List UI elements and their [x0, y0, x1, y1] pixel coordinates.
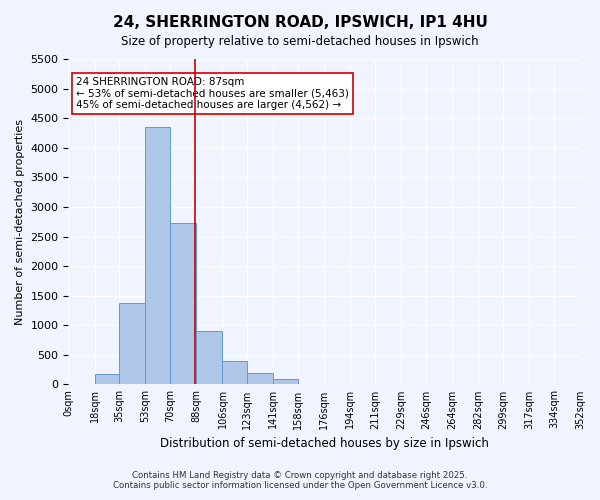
Y-axis label: Number of semi-detached properties: Number of semi-detached properties [15, 118, 25, 324]
Bar [223, 361, 247, 384]
Bar [274, 379, 298, 384]
Bar [170, 224, 196, 384]
Bar [247, 373, 274, 384]
X-axis label: Distribution of semi-detached houses by size in Ipswich: Distribution of semi-detached houses by … [160, 437, 488, 450]
Bar [145, 127, 170, 384]
Bar [95, 374, 119, 384]
Text: 24, SHERRINGTON ROAD, IPSWICH, IP1 4HU: 24, SHERRINGTON ROAD, IPSWICH, IP1 4HU [113, 15, 487, 30]
Text: Contains HM Land Registry data © Crown copyright and database right 2025.
Contai: Contains HM Land Registry data © Crown c… [113, 470, 487, 490]
Text: 24 SHERRINGTON ROAD: 87sqm
← 53% of semi-detached houses are smaller (5,463)
45%: 24 SHERRINGTON ROAD: 87sqm ← 53% of semi… [76, 77, 349, 110]
Text: Size of property relative to semi-detached houses in Ipswich: Size of property relative to semi-detach… [121, 35, 479, 48]
Bar [196, 331, 223, 384]
Bar [119, 303, 145, 384]
